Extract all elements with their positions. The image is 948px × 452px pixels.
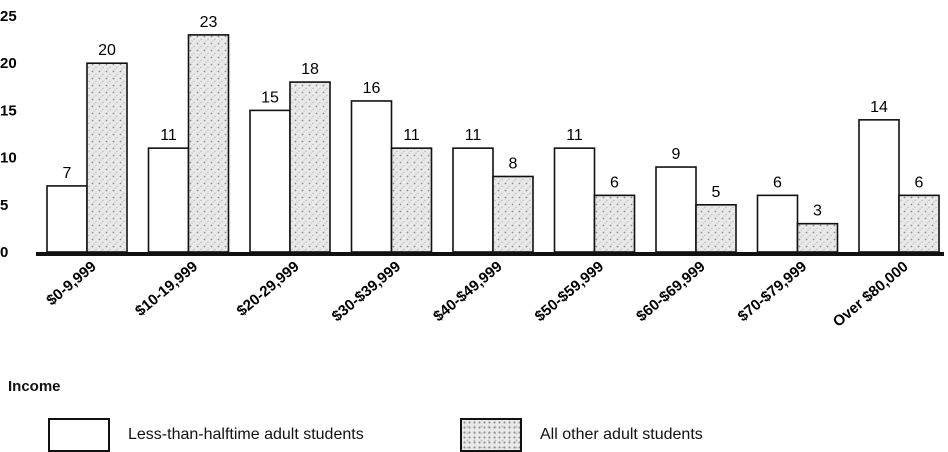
data-label-series-2-6: 5 <box>712 184 721 201</box>
bar-series-2-4 <box>492 175 534 253</box>
legend-label-series-2: All other adult students <box>540 426 703 443</box>
data-label-series-1-4: 11 <box>465 127 482 144</box>
data-label-series-1-7: 6 <box>773 174 782 191</box>
data-label-series-2-2: 18 <box>301 61 319 78</box>
bar-series-1-2 <box>249 109 291 253</box>
y-tick-label-5: 5 <box>0 197 8 214</box>
bar-series-1-0 <box>46 185 88 253</box>
data-label-series-1-8: 14 <box>870 99 888 116</box>
data-label-series-1-2: 15 <box>261 89 279 106</box>
bar-series-1-5 <box>553 147 596 253</box>
data-label-series-1-0: 7 <box>63 165 72 182</box>
data-label-series-1-5: 11 <box>566 127 583 144</box>
data-label-series-1-1: 11 <box>160 127 177 144</box>
x-tick-label-0: $0-9,999 <box>43 258 99 309</box>
bar-series-1-1 <box>147 147 190 253</box>
y-tick-label-25: 25 <box>0 8 17 25</box>
legend-label-series-1: Less-than-halftime adult students <box>128 426 364 443</box>
bar-series-2-1 <box>187 34 230 253</box>
bar-series-2-5 <box>593 194 636 253</box>
x-tick-label-3: $30-$39,999 <box>329 258 404 325</box>
y-tick-label-20: 20 <box>0 55 17 72</box>
bar-series-1-3 <box>350 100 393 253</box>
bar-series-2-7 <box>796 222 839 253</box>
data-label-series-2-7: 3 <box>813 203 822 220</box>
data-label-series-1-6: 9 <box>672 146 681 163</box>
bar-series-2-0 <box>86 62 128 253</box>
data-label-series-2-1: 23 <box>200 14 218 31</box>
x-axis-title: Income <box>8 378 61 395</box>
legend-item-series-1: Less-than-halftime adult students <box>48 418 364 452</box>
x-tick-label-8: Over $80,000 <box>830 258 912 331</box>
data-label-series-2-3: 11 <box>403 127 420 144</box>
bar-series-1-6 <box>655 166 697 253</box>
y-tick-label-10: 10 <box>0 150 17 167</box>
x-tick-label-2: $20-29,999 <box>233 258 302 320</box>
legend-swatch-series-2 <box>460 418 522 452</box>
data-label-series-2-5: 6 <box>610 174 619 191</box>
legend-item-series-2: All other adult students <box>460 418 703 452</box>
x-tick-label-1: $10-19,999 <box>132 258 201 320</box>
data-label-series-2-8: 6 <box>915 174 924 191</box>
data-label-series-1-3: 16 <box>363 80 381 97</box>
x-tick-label-6: $60-$69,999 <box>633 258 708 325</box>
data-label-series-2-4: 8 <box>509 155 518 172</box>
x-tick-label-7: $70-$79,999 <box>735 258 810 325</box>
bar-series-2-8 <box>898 194 940 253</box>
legend-swatch-series-1 <box>48 418 110 452</box>
bar-series-1-7 <box>756 194 799 253</box>
bar-series-2-6 <box>695 204 737 253</box>
x-tick-label-4: $40-$49,999 <box>430 258 505 325</box>
data-label-series-2-0: 20 <box>98 42 116 59</box>
x-tick-label-5: $50-$59,999 <box>532 258 607 325</box>
y-tick-label-0: 0 <box>0 244 8 261</box>
y-tick-label-15: 15 <box>0 102 17 119</box>
bar-series-2-2 <box>289 81 331 253</box>
bar-series-2-3 <box>390 147 433 253</box>
bar-series-1-8 <box>858 119 900 253</box>
bar-series-1-4 <box>452 147 494 253</box>
